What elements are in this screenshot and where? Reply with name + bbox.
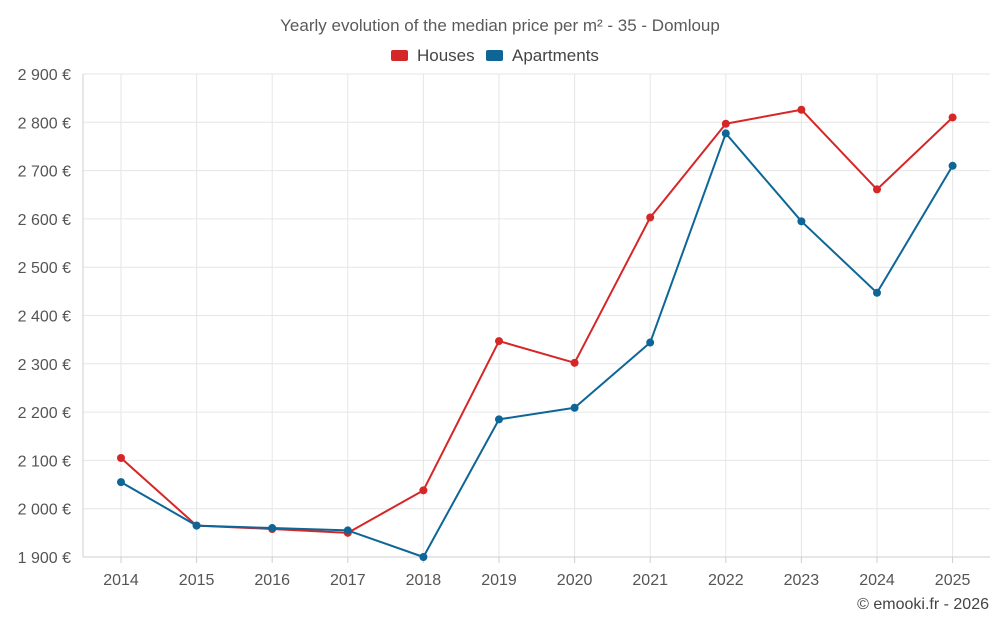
data-point-houses[interactable] xyxy=(797,105,806,114)
x-tick-label: 2019 xyxy=(481,572,517,589)
chart-title: Yearly evolution of the median price per… xyxy=(280,16,720,35)
data-point-apartments[interactable] xyxy=(721,129,730,138)
x-tick-label: 2016 xyxy=(254,572,290,589)
data-point-apartments[interactable] xyxy=(117,478,125,487)
legend-label-apartments[interactable]: Apartments xyxy=(512,46,599,65)
data-point-houses[interactable] xyxy=(873,185,881,194)
y-axis: 1 900 € 2 000 € 2 100 € 2 200 € 2 300 € 2 400… xyxy=(18,67,84,567)
y-tick-label: 2 900 € xyxy=(18,67,71,84)
legend: Houses Apartments xyxy=(391,46,599,65)
grid xyxy=(83,73,990,558)
series-line-houses xyxy=(120,108,954,534)
data-point-houses[interactable] xyxy=(117,453,125,462)
x-tick-label: 2017 xyxy=(330,572,366,589)
x-tick-label: 2024 xyxy=(859,572,895,589)
data-point-apartments[interactable] xyxy=(268,524,277,533)
data-point-apartments[interactable] xyxy=(797,217,806,226)
legend-swatch-houses[interactable] xyxy=(391,50,408,61)
x-tick-label: 2018 xyxy=(406,572,442,589)
y-tick-label: 2 800 € xyxy=(18,115,71,132)
x-tick-label: 2015 xyxy=(179,572,215,589)
x-tick-label: 2014 xyxy=(103,572,139,589)
y-tick-label: 2 700 € xyxy=(18,164,71,181)
y-tick-label: 1 900 € xyxy=(18,550,71,567)
data-point-houses[interactable] xyxy=(570,358,579,367)
x-axis: 2014 2015 2016 2017 2018 2019 2020 2021 2022 2023… xyxy=(83,556,990,589)
data-point-apartments[interactable] xyxy=(570,403,579,412)
x-tick-label: 2020 xyxy=(557,572,593,589)
data-point-apartments[interactable] xyxy=(873,288,881,297)
y-tick-label: 2 500 € xyxy=(18,260,71,277)
x-tick-label: 2022 xyxy=(708,572,744,589)
data-point-apartments[interactable] xyxy=(419,553,428,561)
data-point-houses[interactable] xyxy=(495,337,503,346)
data-point-houses[interactable] xyxy=(646,213,655,222)
data-point-apartments[interactable] xyxy=(948,161,957,170)
data-point-apartments[interactable] xyxy=(646,338,655,347)
data-point-houses[interactable] xyxy=(721,119,730,128)
x-tick-label: 2025 xyxy=(935,572,971,589)
data-point-houses[interactable] xyxy=(948,113,957,122)
data-point-apartments[interactable] xyxy=(343,526,352,535)
y-tick-label: 2 400 € xyxy=(18,309,71,326)
y-tick-label: 2 200 € xyxy=(18,405,71,422)
data-point-houses[interactable] xyxy=(419,486,428,495)
x-tick-label: 2023 xyxy=(784,572,820,589)
y-tick-label: 2 600 € xyxy=(18,212,71,229)
legend-label-houses[interactable]: Houses xyxy=(417,46,475,65)
y-tick-label: 2 000 € xyxy=(18,502,71,519)
data-point-apartments[interactable] xyxy=(192,521,201,530)
credit-text: © emooki.fr - 2026 xyxy=(857,596,989,613)
y-tick-label: 2 100 € xyxy=(18,453,71,470)
data-point-apartments[interactable] xyxy=(495,415,503,424)
legend-swatch-apartments[interactable] xyxy=(486,50,503,61)
x-tick-label: 2021 xyxy=(632,572,668,589)
series-line-apartments xyxy=(120,132,954,558)
y-tick-label: 2 300 € xyxy=(18,357,71,374)
series-group xyxy=(117,105,957,561)
